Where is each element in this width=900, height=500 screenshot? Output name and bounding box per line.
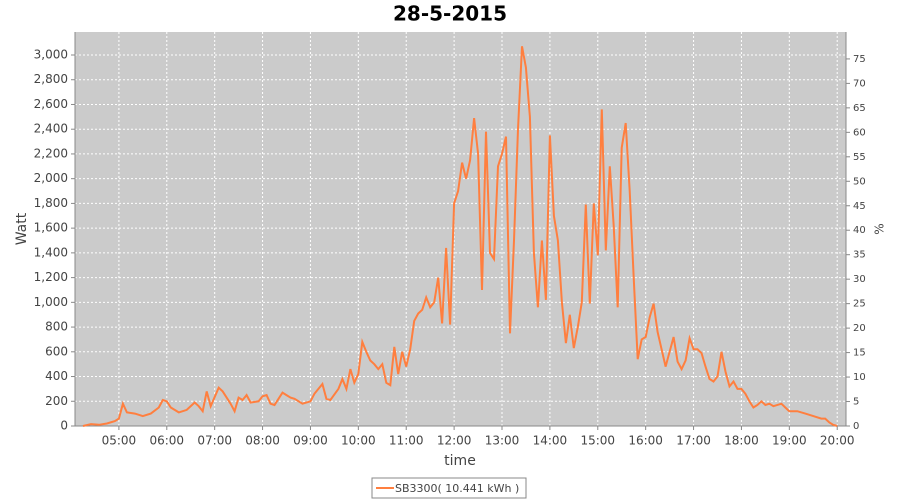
x-tick-label: 20:00 [820, 434, 855, 448]
x-tick-label: 11:00 [389, 434, 424, 448]
x-tick-label: 18:00 [724, 434, 759, 448]
y-tick-label: 800 [45, 320, 68, 334]
y2-tick-label: 5 [853, 397, 859, 408]
plot-area [75, 32, 846, 426]
x-tick-label: 19:00 [772, 434, 807, 448]
x-tick-label: 05:00 [102, 434, 137, 448]
y2-tick-label: 50 [853, 176, 866, 187]
x-tick-label: 07:00 [197, 434, 232, 448]
y-tick-label: 200 [45, 394, 68, 408]
x-tick-label: 09:00 [293, 434, 328, 448]
x-tick-label: 13:00 [485, 434, 520, 448]
legend-label: SB3300( 10.441 kWh ) [395, 482, 519, 495]
y2-tick-label: 65 [853, 103, 866, 114]
y-tick-label: 1,600 [34, 221, 68, 235]
x-tick-label: 12:00 [437, 434, 472, 448]
x-tick-label: 14:00 [533, 434, 568, 448]
y-tick-label: 1,400 [34, 245, 68, 259]
y-tick-label: 1,200 [34, 270, 68, 284]
x-tick-label: 08:00 [245, 434, 280, 448]
y2-tick-label: 25 [853, 299, 866, 310]
y2-tick-label: 35 [853, 250, 866, 261]
y2-tick-label: 10 [853, 372, 866, 383]
x-tick-label: 06:00 [149, 434, 184, 448]
y2-tick-label: 45 [853, 201, 866, 212]
y-tick-label: 2,600 [34, 97, 68, 111]
x-tick-label: 10:00 [341, 434, 376, 448]
y-axis-label: Watt [14, 212, 30, 245]
x-tick-label: 15:00 [580, 434, 615, 448]
y2-tick-label: 20 [853, 323, 866, 334]
y-tick-label: 400 [45, 369, 68, 383]
y-tick-label: 2,400 [34, 122, 68, 136]
x-tick-label: 17:00 [676, 434, 711, 448]
y2-tick-label: 0 [853, 421, 859, 432]
y2-tick-label: 55 [853, 152, 866, 163]
y-tick-label: 1,000 [34, 295, 68, 309]
y-tick-label: 3,000 [34, 48, 68, 62]
data-line [82, 46, 838, 427]
y-tick-label: 2,800 [34, 72, 68, 86]
y2-tick-label: 15 [853, 348, 866, 359]
legend-box [371, 477, 527, 499]
x-axis-label: time [444, 453, 476, 469]
y-tick-label: 0 [60, 419, 68, 433]
y2-tick-label: 30 [853, 274, 866, 285]
y-tick-label: 1,800 [34, 196, 68, 210]
y-tick-label: 2,000 [34, 171, 68, 185]
x-tick-label: 16:00 [628, 434, 663, 448]
y2-tick-label: 40 [853, 225, 866, 236]
y2-axis-label: % [873, 223, 887, 234]
y-tick-label: 600 [45, 344, 68, 358]
y2-tick-label: 70 [853, 78, 866, 89]
y2-tick-label: 60 [853, 127, 866, 138]
y2-tick-label: 75 [853, 54, 866, 65]
y-tick-label: 2,200 [34, 146, 68, 160]
chart-title: 28-5-2015 [393, 2, 507, 26]
